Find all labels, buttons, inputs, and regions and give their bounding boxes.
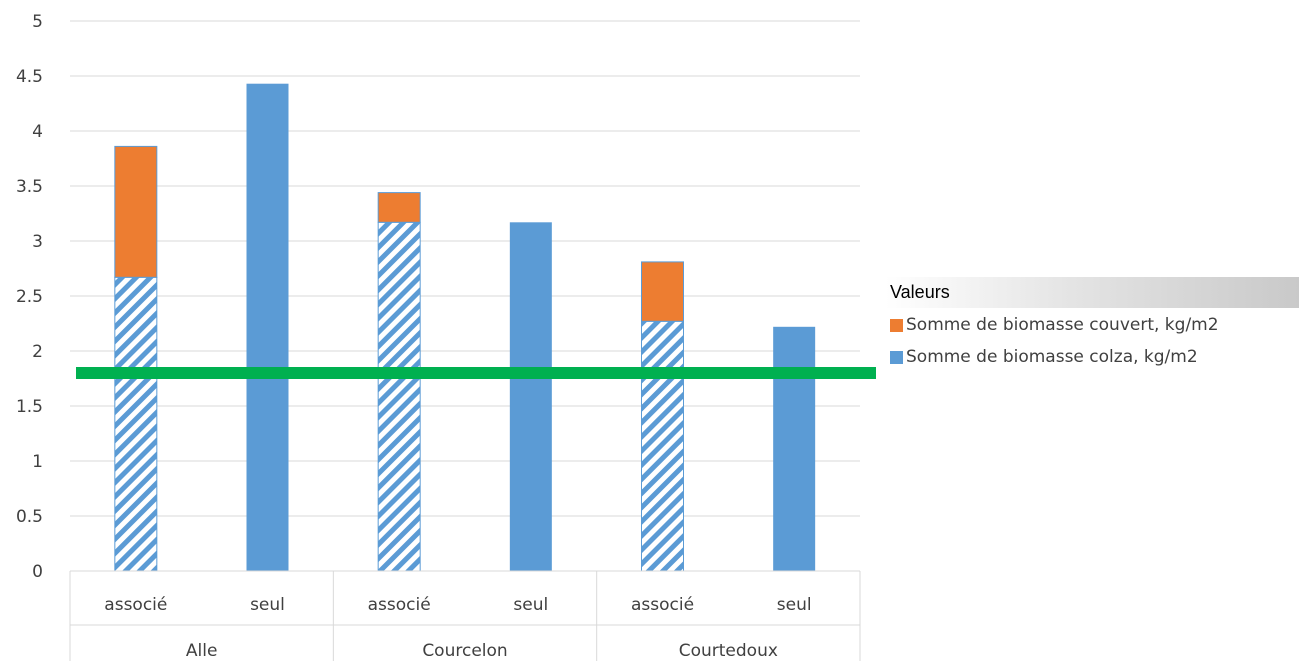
x-category-label: seul (513, 595, 548, 615)
x-axis: associé seul associé seul associé seul Alle Cou… (69, 570, 861, 661)
y-tick-label: 1 (32, 452, 43, 472)
y-tick-label: 4 (32, 122, 43, 142)
bar-couvert (377, 192, 421, 223)
bar-couvert (114, 145, 158, 278)
y-tick-label: 2.5 (16, 287, 43, 307)
x-category-label: seul (250, 595, 285, 615)
bar-colza (114, 276, 158, 572)
y-tick-label: 3.5 (16, 177, 43, 197)
y-tick-label: 4.5 (16, 67, 43, 87)
legend-label-colza: Somme de biomasse colza, kg/m2 (906, 347, 1198, 367)
x-category-label: seul (777, 595, 812, 615)
y-tick-label: 1.5 (16, 397, 43, 417)
bars (114, 83, 816, 572)
legend-swatch-couvert (890, 318, 903, 332)
legend: Valeurs Somme de biomasse couvert, kg/m2… (885, 277, 1299, 372)
x-category-label: associé (368, 595, 431, 615)
legend-swatch-colza (890, 350, 903, 364)
bar-colza (246, 83, 289, 571)
legend-label-couvert: Somme de biomasse couvert, kg/m2 (906, 315, 1219, 335)
legend-item-colza: Somme de biomasse colza, kg/m2 (885, 342, 1299, 372)
bar-colza (773, 326, 816, 571)
x-group-label: Alle (186, 641, 218, 661)
x-group-label: Courtedoux (679, 641, 778, 661)
bar-colza (377, 221, 421, 572)
y-axis-ticks: 0 0.5 1 1.5 2 2.5 3 3.5 4 4.5 5 (16, 12, 43, 582)
bar-colza (509, 222, 552, 572)
legend-item-couvert: Somme de biomasse couvert, kg/m2 (885, 310, 1299, 340)
y-tick-label: 5 (32, 12, 43, 32)
y-tick-label: 0 (32, 562, 43, 582)
bar-colza (641, 320, 684, 572)
gridlines (70, 20, 860, 517)
x-category-label: associé (631, 595, 694, 615)
y-tick-label: 3 (32, 232, 43, 252)
y-tick-label: 2 (32, 342, 43, 362)
y-tick-label: 0.5 (16, 507, 43, 527)
x-category-label: associé (104, 595, 167, 615)
legend-title: Valeurs (885, 277, 1299, 308)
bar-couvert (641, 261, 684, 322)
x-group-label: Courcelon (422, 641, 507, 661)
